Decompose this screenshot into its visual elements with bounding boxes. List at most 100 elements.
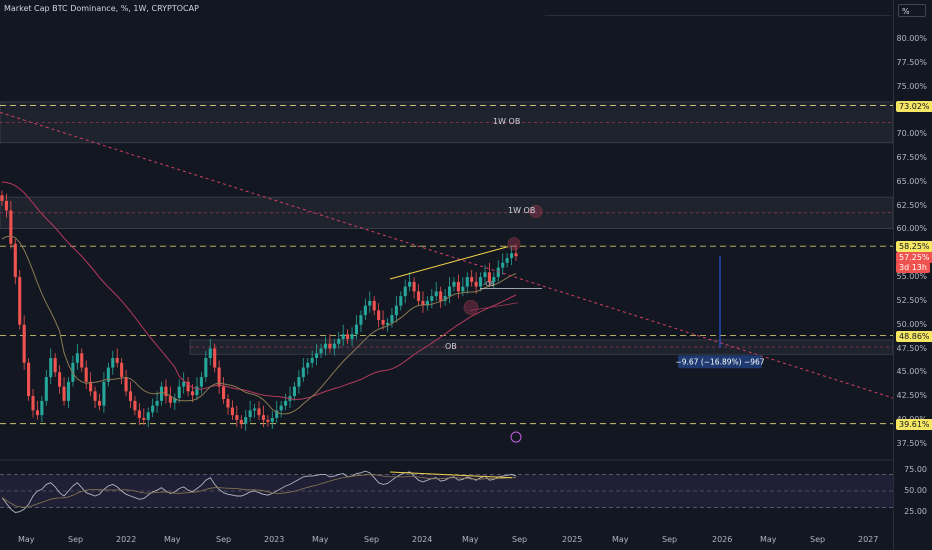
price-tag: 58.25% xyxy=(896,241,932,253)
candle-body xyxy=(359,315,363,325)
candle-body xyxy=(44,377,48,401)
measure-label: −9.67 (−16.89%) −967 xyxy=(675,357,764,366)
candle-body xyxy=(416,291,421,301)
candle-body xyxy=(89,381,93,392)
candle-body xyxy=(137,410,141,419)
candle-body xyxy=(58,372,62,387)
candle-body xyxy=(346,334,350,339)
candle-body xyxy=(159,386,164,401)
candle-body xyxy=(226,398,230,408)
time-tick-label: 2022 xyxy=(116,535,137,544)
moving-average-line xyxy=(1,235,517,415)
highlight-circle xyxy=(507,237,521,251)
candle-body xyxy=(261,415,265,420)
time-tick-label: Sep xyxy=(662,535,678,544)
price-tag: 48.86% xyxy=(896,330,932,342)
candle-body xyxy=(381,319,385,325)
candle-body xyxy=(372,300,376,311)
candle-body xyxy=(97,400,102,406)
candle-body xyxy=(403,286,407,297)
candle-body xyxy=(142,418,146,420)
candle-body xyxy=(244,417,248,424)
candle-body xyxy=(456,281,460,292)
candle-body xyxy=(412,281,416,292)
candle-body xyxy=(248,410,252,418)
candle-body xyxy=(124,377,128,392)
candle-body xyxy=(177,386,181,399)
candle-body xyxy=(230,407,234,416)
price-tick-label: 70.00% xyxy=(896,129,927,139)
candle-body xyxy=(93,391,97,401)
time-tick-label: 2027 xyxy=(858,535,879,544)
candle-body xyxy=(510,253,514,259)
time-tick-label: 2023 xyxy=(264,535,285,544)
candle-body xyxy=(253,408,257,411)
price-chart[interactable]: −9.67 (−16.89%) −967 xyxy=(0,0,893,550)
time-tick-label: May xyxy=(18,535,35,544)
time-tick-label: 2024 xyxy=(412,535,433,544)
candle-body xyxy=(257,408,261,416)
price-tick-label: 65.00% xyxy=(896,176,927,186)
price-tick-label: 60.00% xyxy=(896,224,927,234)
candle-body xyxy=(354,324,359,335)
candle-body xyxy=(452,281,456,287)
price-tick-label: 67.50% xyxy=(896,153,927,163)
candle-body xyxy=(4,200,8,211)
highlight-circle xyxy=(463,300,479,316)
scale-mode-button[interactable]: % xyxy=(898,4,926,17)
candle-body xyxy=(505,258,509,263)
candle-body xyxy=(447,286,452,297)
time-tick-label: Sep xyxy=(364,535,380,544)
candle-body xyxy=(341,334,345,339)
price-tag: 3d 13h xyxy=(896,262,930,274)
candle-body xyxy=(235,415,239,420)
candle-body xyxy=(439,291,443,301)
candle-body xyxy=(301,367,305,378)
candle-body xyxy=(483,272,487,278)
candle-body xyxy=(315,353,319,359)
candle-body xyxy=(492,277,496,282)
price-tick-label: 37.50% xyxy=(896,438,927,448)
candle-body xyxy=(284,400,288,406)
candle-body xyxy=(62,386,66,401)
time-tick-label: Sep xyxy=(68,535,84,544)
price-tick-label: 75.00% xyxy=(896,81,927,91)
rsi-divergence-line xyxy=(389,471,513,479)
descending-trendline xyxy=(0,111,893,399)
candle-body xyxy=(18,277,22,325)
price-tick-label: 42.50% xyxy=(896,391,927,401)
zone-label: 1W OB xyxy=(508,206,536,216)
candle-body xyxy=(66,381,71,401)
candle-body xyxy=(310,358,314,363)
candle-body xyxy=(470,277,474,282)
candle-body xyxy=(133,400,137,411)
candle-body xyxy=(399,296,403,306)
candle-body xyxy=(408,281,412,287)
time-tick-label: May xyxy=(164,535,181,544)
price-axis[interactable]: % 80.00%77.50%75.00%72.50%70.00%67.50%65… xyxy=(893,0,932,550)
candle-body xyxy=(111,358,115,368)
price-tick-label: 45.00% xyxy=(896,367,927,377)
candle-body xyxy=(155,400,159,406)
price-tick-label: 80.00% xyxy=(896,34,927,44)
event-marker xyxy=(510,431,522,443)
price-tag: 57.25% xyxy=(896,252,932,264)
candle-body xyxy=(80,353,84,368)
candle-body xyxy=(368,300,372,306)
candle-body xyxy=(479,277,483,287)
candle-body xyxy=(173,398,177,403)
candle-body xyxy=(40,400,44,416)
time-tick-label: 2025 xyxy=(562,535,583,544)
zone-label: 1W OB xyxy=(493,116,521,126)
candle-body xyxy=(474,281,478,287)
candle-body xyxy=(350,334,354,339)
rsi-tick-label: 25.00 xyxy=(904,506,927,516)
time-tick-label: Sep xyxy=(216,535,232,544)
candle-body xyxy=(421,300,425,306)
rsi-tick-label: 50.00 xyxy=(904,486,927,495)
candle-body xyxy=(279,405,283,411)
candle-body xyxy=(217,367,221,387)
price-tick-label: 62.50% xyxy=(896,200,927,210)
candle-body xyxy=(0,195,4,201)
